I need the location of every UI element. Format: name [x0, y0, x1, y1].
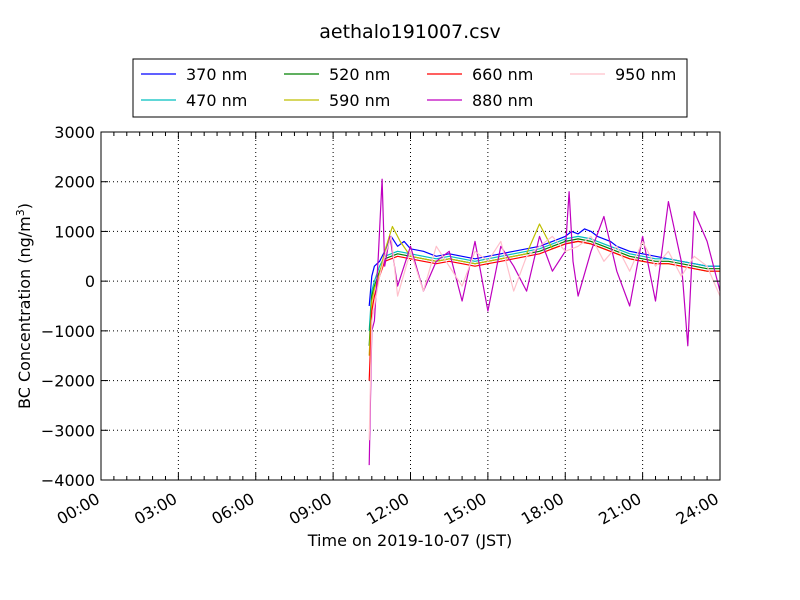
legend-label: 370 nm — [186, 65, 247, 84]
y-tick-label: −4000 — [41, 471, 95, 490]
legend-label: 520 nm — [329, 65, 390, 84]
y-tick-label: 2000 — [54, 173, 95, 192]
legend-box — [132, 58, 688, 118]
series-lines — [368, 178, 721, 466]
y-tick-label: −1000 — [41, 322, 95, 341]
axis-ticks — [100, 131, 721, 481]
y-tick-label: 1000 — [54, 222, 95, 241]
x-axis-label: Time on 2019-10-07 (JST) — [307, 531, 512, 550]
y-axis-label: BC Concentration (ng/m3) — [14, 203, 35, 409]
legend-label: 660 nm — [472, 65, 533, 84]
series-line — [368, 235, 720, 331]
legend: 370 nm 470 nm 520 nm 590 nm 660 nm 880 nm 950 … — [132, 58, 688, 118]
y-tick-label: −2000 — [41, 372, 95, 391]
legend-label: 950 nm — [615, 65, 676, 84]
y-axis-label-superscript: 3 — [14, 209, 27, 216]
chart-title: aethalo191007.csv — [319, 21, 501, 43]
legend-label: 880 nm — [472, 91, 533, 110]
y-tick-label: 3000 — [54, 123, 95, 142]
y-axis-label-close: ) — [15, 203, 34, 209]
y-axis-label-main: BC Concentration (ng/m — [15, 216, 34, 409]
y-tick-label: 0 — [85, 272, 95, 291]
y-tick-labels: −4000 −3000 −2000 −1000 0 1000 2000 3000 — [41, 123, 95, 490]
plot-area — [101, 132, 720, 480]
y-tick-label: −3000 — [41, 421, 95, 440]
legend-label: 470 nm — [186, 91, 247, 110]
series-line — [368, 235, 721, 441]
legend-label: 590 nm — [329, 91, 390, 110]
